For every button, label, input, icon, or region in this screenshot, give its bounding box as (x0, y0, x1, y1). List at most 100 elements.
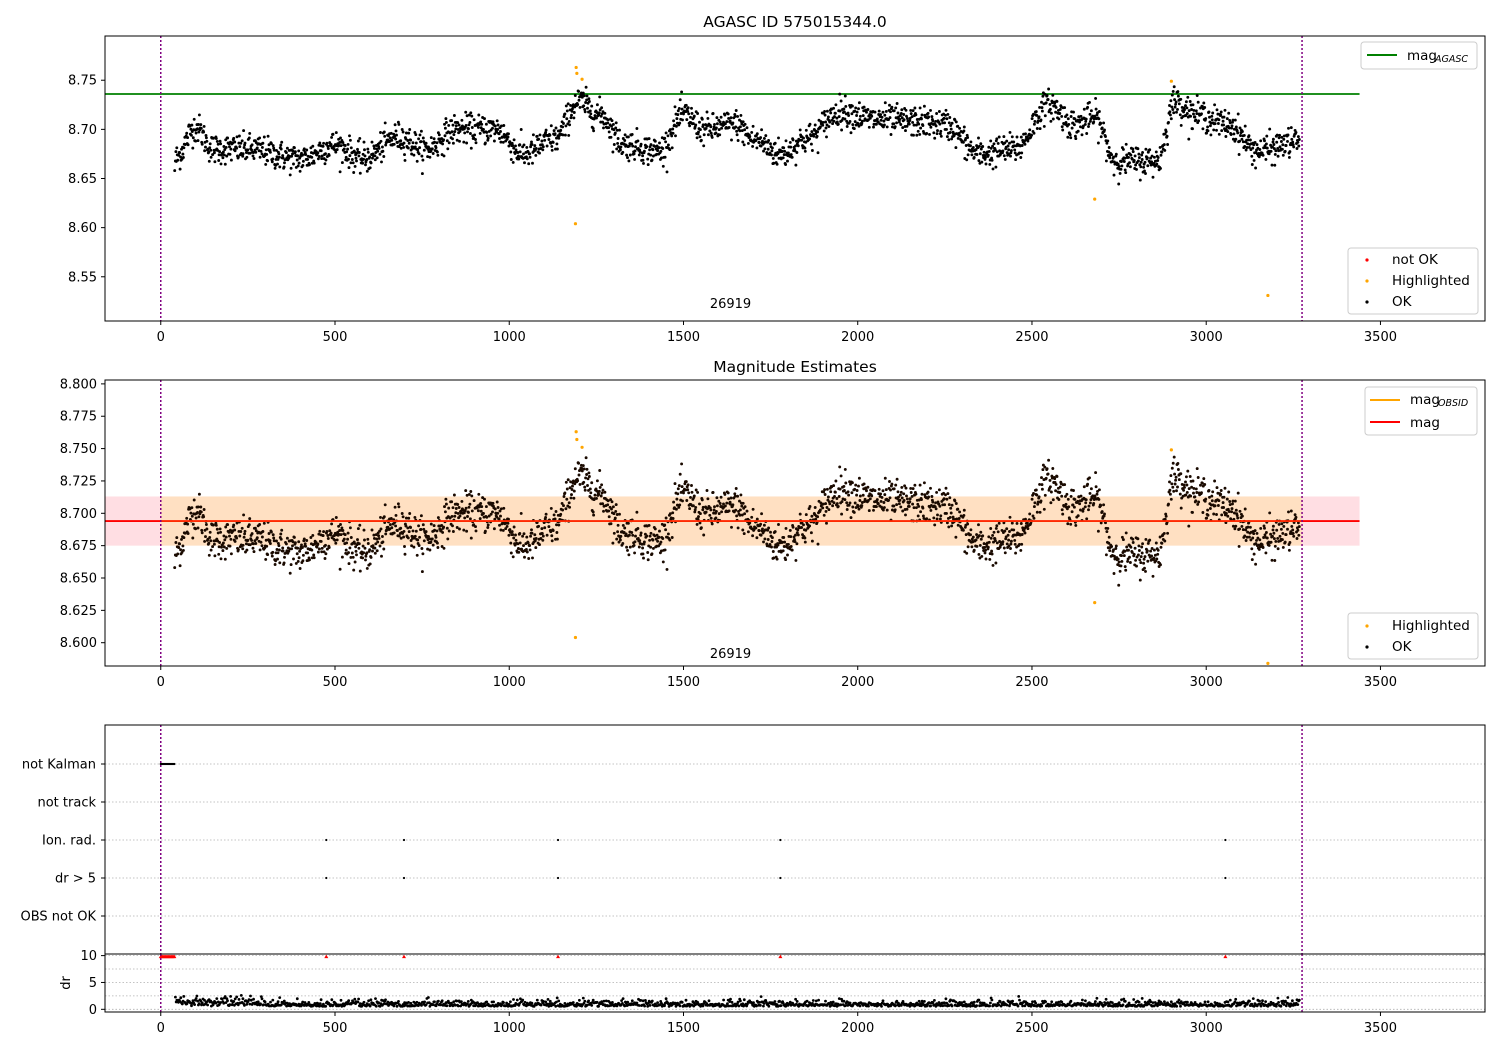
ok-point (1033, 501, 1037, 505)
ok-point (894, 483, 898, 487)
ok-point (1120, 535, 1124, 539)
ok-point (828, 120, 832, 124)
ok-point (328, 529, 332, 533)
ok-point (348, 138, 352, 142)
ok-point (350, 158, 354, 161)
ok-point (1278, 145, 1282, 149)
ok-point (1289, 126, 1293, 130)
ok-point (443, 505, 446, 509)
ok-point (1118, 569, 1122, 573)
ok-point (969, 528, 973, 532)
ok-point (738, 513, 742, 517)
ok-point (670, 536, 674, 539)
ok-point (258, 523, 262, 526)
flag-label: dr > 5 (55, 872, 96, 887)
ok-point (1226, 507, 1230, 511)
ok-point (434, 146, 438, 150)
ok-point (668, 538, 672, 542)
ok-point (1132, 552, 1136, 556)
ok-point (918, 106, 922, 110)
ok-point (816, 130, 820, 134)
ok-point (965, 551, 969, 555)
ok-point (1156, 552, 1160, 556)
ok-point (857, 107, 860, 111)
legend-mag-agasc: mag (1407, 48, 1437, 64)
ok-point (1015, 521, 1019, 525)
ok-point (264, 557, 268, 561)
ok-point (824, 509, 828, 513)
ok-point (409, 138, 413, 142)
ok-point (601, 502, 605, 506)
ok-point (399, 139, 403, 143)
ok-point (834, 103, 838, 107)
ok-point (1028, 512, 1032, 516)
ok-point (942, 116, 946, 120)
ok-point (947, 503, 951, 507)
ok-point (543, 526, 547, 530)
ok-point (564, 480, 568, 484)
ok-point (631, 533, 635, 537)
ok-point (672, 119, 676, 123)
ok-point (1040, 476, 1043, 480)
ok-point (348, 154, 352, 158)
ok-point (734, 508, 738, 512)
ok-point (318, 529, 322, 533)
ok-point (1183, 108, 1186, 112)
panel-flags-plot (105, 725, 1485, 954)
ok-point (238, 145, 242, 149)
ok-point (303, 542, 307, 546)
ok-point (421, 552, 425, 556)
ok-point (916, 514, 920, 518)
ok-point (862, 105, 866, 109)
ok-point (965, 133, 969, 137)
ok-point (948, 116, 952, 119)
ok-point (454, 127, 458, 131)
ok-point (949, 127, 953, 131)
ok-point (315, 545, 319, 549)
ok-point (677, 505, 681, 509)
ok-point (857, 101, 861, 105)
ok-point (399, 146, 403, 150)
ok-point (932, 131, 936, 135)
ok-point (476, 509, 480, 513)
ok-point (1153, 553, 1157, 557)
ok-point (1193, 115, 1197, 119)
ok-point (600, 491, 604, 495)
ok-point (241, 152, 245, 156)
ok-point (1129, 153, 1133, 157)
ok-point (1096, 141, 1100, 145)
ok-point (522, 532, 526, 536)
ok-point (641, 158, 645, 162)
ok-point (462, 140, 466, 144)
ok-point (1156, 156, 1160, 159)
ok-point (1155, 162, 1159, 166)
ok-point (1043, 493, 1047, 497)
ok-point (221, 156, 225, 160)
panel-agasc-frame (104, 35, 1486, 322)
ok-point (223, 538, 227, 542)
ok-point (279, 147, 283, 151)
ok-point (348, 134, 351, 138)
ok-point (1246, 138, 1250, 142)
ok-point (1014, 158, 1018, 162)
ok-point (491, 510, 494, 514)
ok-point (759, 522, 763, 526)
ok-point (535, 134, 539, 138)
ok-point (762, 136, 766, 140)
ok-point (843, 498, 847, 502)
ok-point (232, 136, 236, 140)
ok-point (877, 487, 881, 491)
ok-point (400, 128, 404, 131)
ok-point (1006, 533, 1010, 537)
ok-point (245, 548, 249, 552)
x-tick-label: 1000 (493, 330, 526, 345)
flag-label: not Kalman (22, 758, 96, 773)
ok-point (254, 529, 258, 533)
ok-point (381, 540, 385, 544)
ok-point (311, 533, 315, 537)
ok-point (896, 490, 900, 494)
ok-point (511, 533, 515, 537)
ok-point (1247, 535, 1251, 539)
ok-point (1148, 148, 1152, 152)
ok-point (458, 527, 461, 531)
